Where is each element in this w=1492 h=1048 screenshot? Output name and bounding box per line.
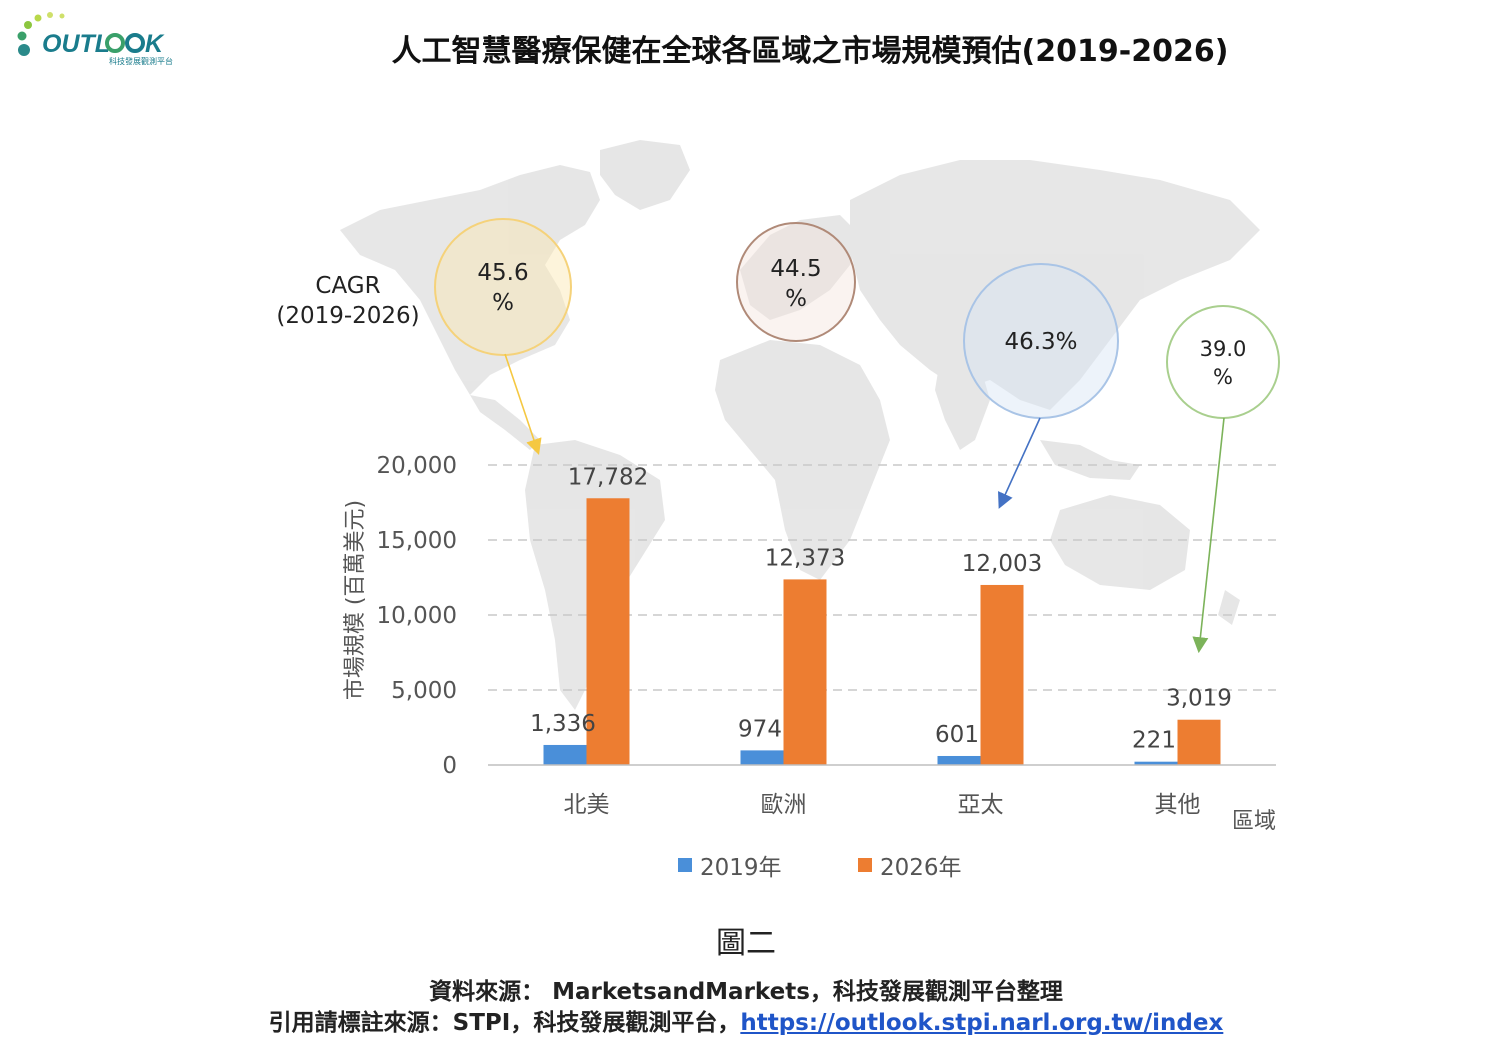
citation-prefix: 引用請標註來源：STPI，科技發展觀測平台， <box>268 1010 741 1036</box>
bar-2019 <box>740 750 784 765</box>
legend-swatch-2019 <box>678 858 692 872</box>
data-label: 17,782 <box>568 464 648 490</box>
figure-caption: 圖二 <box>716 926 776 961</box>
bar-2026 <box>1177 719 1221 765</box>
svg-text:%: % <box>785 286 807 312</box>
data-label: 221 <box>1132 728 1176 754</box>
y-tick-label: 0 <box>442 753 457 779</box>
svg-text:OUTL: OUTL <box>42 30 110 58</box>
y-axis-ticks: 0 5,000 10,000 15,000 20,000 <box>377 453 457 779</box>
svg-text:44.5: 44.5 <box>770 256 821 282</box>
svg-text:K: K <box>145 30 165 58</box>
y-tick-label: 5,000 <box>391 678 457 704</box>
cagr-bubble-other: 39.0 % <box>1166 305 1280 654</box>
bar-series <box>543 498 1221 765</box>
source-note: 資料來源： MarketsandMarkets，科技發展觀測平台整理 <box>429 979 1063 1005</box>
x-axis-label: 區域 <box>1232 809 1276 834</box>
x-category-label: 北美 <box>564 792 610 818</box>
data-label: 3,019 <box>1166 686 1232 712</box>
citation-link[interactable]: https://outlook.stpi.narl.org.tw/index <box>740 1010 1224 1036</box>
cagr-period: (2019-2026) <box>276 303 419 329</box>
arrow-other <box>1192 417 1225 654</box>
bar-2026 <box>783 579 827 765</box>
svg-text:39.0: 39.0 <box>1200 337 1247 361</box>
x-category-label: 歐洲 <box>761 792 807 818</box>
citation-note: 引用請標註來源：STPI，科技發展觀測平台，https://outlook.st… <box>0 1003 1492 1037</box>
cagr-bubble-europe: 44.5 % <box>736 222 856 342</box>
cagr-label: CAGR <box>315 273 380 299</box>
bar-2026 <box>980 584 1024 765</box>
x-category-label: 其他 <box>1155 792 1201 818</box>
y-tick-label: 20,000 <box>377 453 457 479</box>
arrow-asia-pacific <box>998 417 1041 509</box>
data-label: 1,336 <box>530 711 596 737</box>
gridlines <box>488 464 1276 691</box>
data-label: 974 <box>738 716 782 742</box>
bar-2019 <box>937 755 981 765</box>
svg-text:%: % <box>492 290 514 316</box>
legend-label-2026: 2026年 <box>880 855 962 881</box>
svg-text:46.3%: 46.3% <box>1004 329 1077 355</box>
cagr-bubble-north-america: 45.6 % <box>434 218 572 456</box>
cagr-bubble-asia-pacific: 46.3% <box>963 263 1119 509</box>
chart-title: 人工智慧醫療保健在全球各區域之市場規模預估(2019-2026) <box>391 34 1229 69</box>
y-tick-label: 15,000 <box>377 528 457 554</box>
svg-text:45.6: 45.6 <box>477 260 528 286</box>
legend-item-2019: 2019年 <box>678 848 782 882</box>
bar-2026 <box>586 498 630 765</box>
outlook-logo: OUTL K 科技發展觀測平台 <box>17 12 173 66</box>
arrow-north-america <box>504 353 542 456</box>
data-label: 601 <box>935 722 979 748</box>
legend-item-2026: 2026年 <box>858 848 962 882</box>
legend-swatch-2026 <box>858 858 872 872</box>
data-labels: 1,336 17,782 974 12,373 601 12,003 221 3,019 <box>530 464 1232 753</box>
data-label: 12,373 <box>765 545 845 571</box>
svg-text:%: % <box>1213 365 1233 389</box>
bar-2019 <box>1134 761 1178 765</box>
y-axis-label: 市場規模 (百萬美元) <box>343 500 368 700</box>
data-label: 12,003 <box>962 551 1042 577</box>
legend-label-2019: 2019年 <box>700 855 782 881</box>
bar-2019 <box>543 744 587 765</box>
y-tick-label: 10,000 <box>377 603 457 629</box>
svg-text:科技發展觀測平台: 科技發展觀測平台 <box>109 56 173 66</box>
x-axis-categories: 北美 歐洲 亞太 其他 <box>564 792 1201 818</box>
x-category-label: 亞太 <box>958 792 1004 818</box>
